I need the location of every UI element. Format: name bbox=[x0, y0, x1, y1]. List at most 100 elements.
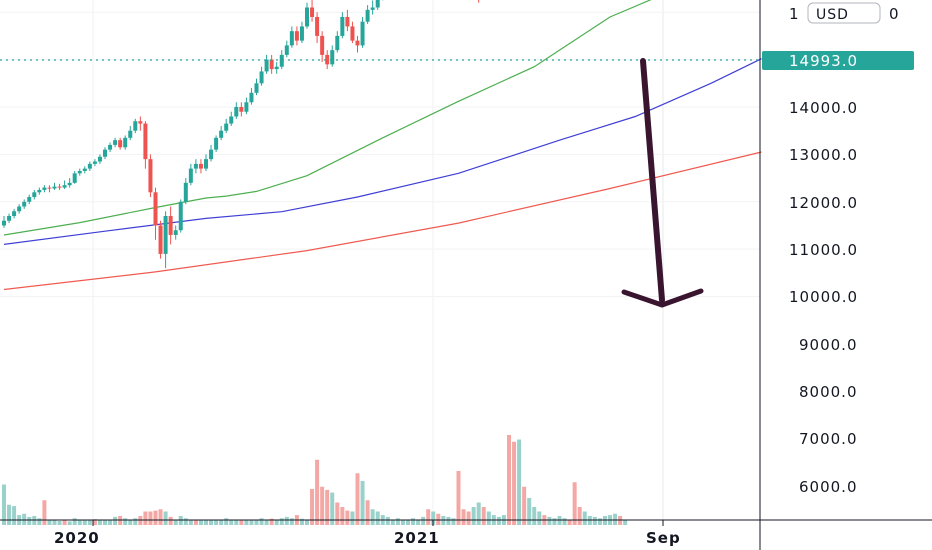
candle-body bbox=[92, 161, 97, 164]
candle-body bbox=[219, 130, 224, 138]
candle bbox=[269, 54, 274, 74]
volume-bar bbox=[168, 516, 173, 525]
candle-body bbox=[209, 149, 214, 160]
volume-bar bbox=[481, 507, 486, 525]
ma-short-line bbox=[3, 0, 652, 236]
candle bbox=[108, 142, 113, 153]
volume-bar bbox=[264, 519, 269, 525]
candle bbox=[17, 204, 22, 214]
candle bbox=[173, 225, 178, 240]
volume-bar bbox=[547, 516, 552, 525]
arrow-head bbox=[621, 288, 704, 308]
candle-body bbox=[330, 50, 335, 65]
volume-bar bbox=[183, 518, 188, 525]
last-price-tag-bg bbox=[762, 51, 914, 70]
volume-bar bbox=[522, 486, 527, 525]
candle bbox=[335, 31, 340, 53]
y-tick-label: 10000.0 bbox=[789, 288, 858, 306]
candle bbox=[97, 154, 102, 164]
candle-body bbox=[294, 31, 299, 41]
candle-body bbox=[188, 168, 193, 183]
candle-body bbox=[82, 168, 87, 171]
volume-bar bbox=[592, 516, 597, 525]
volume-bar bbox=[103, 520, 107, 525]
candle-body bbox=[335, 35, 340, 51]
candles bbox=[2, 0, 480, 269]
volume-bar bbox=[582, 511, 587, 525]
candle bbox=[12, 208, 17, 219]
volume-bar bbox=[517, 439, 522, 525]
candle bbox=[118, 137, 123, 150]
candle-body bbox=[350, 26, 355, 41]
volume-bar bbox=[148, 511, 153, 525]
candle bbox=[299, 21, 304, 44]
candle bbox=[340, 12, 345, 39]
candle bbox=[138, 116, 143, 131]
volume-bars bbox=[2, 435, 628, 525]
candle-body bbox=[264, 59, 269, 72]
candle bbox=[188, 163, 193, 186]
candle bbox=[244, 97, 249, 115]
y-tick-label: 14000.0 bbox=[789, 99, 858, 117]
candle bbox=[168, 206, 173, 245]
volume-bar bbox=[431, 511, 436, 525]
volume-bar bbox=[123, 518, 128, 525]
candle bbox=[163, 211, 168, 269]
candle-body bbox=[375, 0, 380, 8]
candle-body bbox=[77, 170, 82, 174]
candle-body bbox=[370, 7, 375, 10]
y-tick-label: 9000.0 bbox=[799, 336, 858, 354]
volume-bar bbox=[284, 516, 289, 525]
candle bbox=[274, 61, 279, 74]
candle bbox=[2, 215, 6, 228]
candle-body bbox=[269, 59, 274, 70]
volume-bar bbox=[572, 482, 577, 525]
candle bbox=[47, 185, 52, 193]
volume-bar bbox=[355, 473, 360, 525]
candle bbox=[42, 185, 47, 193]
volume-bar bbox=[47, 519, 52, 525]
candle bbox=[103, 147, 107, 160]
candle-body bbox=[173, 230, 178, 235]
y-tick-label: 13000.0 bbox=[789, 146, 858, 164]
currency-button-frame[interactable] bbox=[807, 2, 881, 24]
candle-body bbox=[108, 144, 113, 150]
candle-body bbox=[163, 215, 168, 254]
candle bbox=[264, 54, 269, 74]
volume-bar bbox=[623, 520, 628, 525]
candle bbox=[305, 2, 309, 29]
candle bbox=[345, 9, 350, 32]
volume-bar bbox=[527, 498, 532, 525]
volume-bar bbox=[27, 516, 32, 525]
volume-bar bbox=[486, 511, 491, 525]
volume-bar bbox=[193, 520, 198, 525]
candle-body bbox=[113, 140, 118, 145]
volume-bar bbox=[219, 520, 224, 525]
volume-bar bbox=[567, 519, 572, 525]
volume-bar bbox=[325, 489, 330, 525]
volume-bar bbox=[22, 513, 27, 525]
volume-bar bbox=[360, 480, 365, 525]
volume-bar bbox=[52, 520, 57, 525]
candle bbox=[294, 26, 299, 46]
volume-bar bbox=[496, 516, 501, 525]
candle-body bbox=[239, 107, 244, 112]
candle-body bbox=[22, 201, 27, 207]
candle-body bbox=[2, 220, 6, 226]
candle bbox=[183, 178, 188, 205]
currency-label: USD bbox=[816, 7, 849, 23]
volume-bar bbox=[597, 518, 602, 525]
candle bbox=[128, 125, 133, 141]
candle-body bbox=[340, 16, 345, 36]
candle bbox=[92, 159, 97, 167]
volume-bar bbox=[330, 492, 335, 525]
volume-bar bbox=[82, 519, 87, 525]
candle bbox=[320, 31, 325, 62]
currency-button[interactable]: USD bbox=[807, 2, 881, 24]
volume-bar bbox=[613, 513, 618, 525]
volume-bar bbox=[577, 507, 582, 525]
volume-bar bbox=[365, 500, 370, 525]
volume-bar bbox=[299, 518, 304, 525]
candle-body bbox=[198, 163, 203, 169]
